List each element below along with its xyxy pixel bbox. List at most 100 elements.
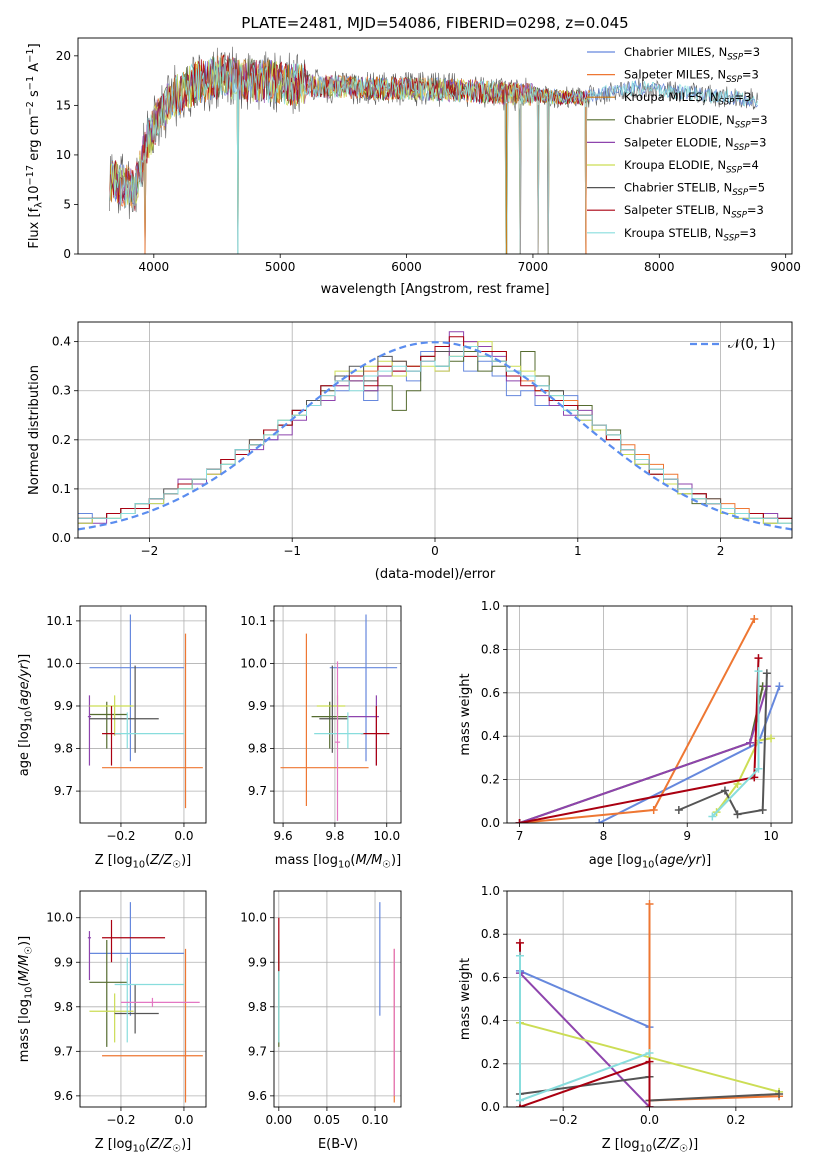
y-tick-label: 10.1 [46,614,73,628]
y-tick-label: 9.7 [248,784,267,798]
y-tick-label: 20 [56,49,71,63]
metallicity-axis-label-part: ☉ [172,1144,181,1155]
weight-marker [775,1090,784,1099]
y-axis-label-part: −1 [25,76,36,90]
metallicity-axis-label-part: )] [181,853,191,868]
y-tick-label: 0 [63,247,71,261]
age-vs-mass-panel: 9.6 9.8 10.0 9.7 9.8 9.9 10.0 10.1 mass [log10(M… [240,605,402,871]
x-tick-label: 9 [683,829,691,843]
legend-label-part: SSP [727,53,744,63]
legend-label: Kroupa ELODIE, NSSP=4 [624,158,759,176]
weight-marker [754,764,763,773]
metallicity-axis-label-part: ( [145,853,150,868]
metallicity-axis-label-part: ☉ [172,860,181,871]
legend-label-part: Chabrier ELODIE, N [624,113,735,127]
y-tick-label: 9.7 [54,1044,73,1058]
y-tick-label: 0.2 [481,1057,500,1071]
weight-marker [762,669,771,678]
weight-marker [645,899,654,908]
legend-label-part: SSP [731,211,748,221]
x-tick-label: 9.8 [325,829,344,843]
axes-frame [273,890,402,1108]
plot-area [87,614,203,809]
age-axis-label-part: age/yr [659,853,702,868]
x-tick-label: 0.0 [640,1113,659,1127]
metallicity-axis-label-part: )] [688,1137,698,1152]
mass-axis-label-part: mass [log [17,999,32,1062]
y-tick-label: 9.9 [54,955,73,969]
mass-vs-ebv-panel: 0.00 0.05 0.10 9.6 9.7 9.8 9.9 10.0 E(B-V) [240,890,402,1152]
x-tick-label: 5000 [265,260,296,274]
y-axis-label-part: s [27,90,42,101]
y-tick-label: 9.8 [54,1000,73,1014]
weight-line [519,658,760,823]
spectrum-line [109,56,758,254]
age-vs-metallicity-panel: −0.2 0.09.79.89.910.010.1Z [log10(Z/Z☉)]a… [17,605,207,871]
axes-frame [506,605,793,824]
metallicity-axis-label-part: Z/Z [656,1137,680,1152]
y-tick-label: 1.0 [481,884,500,898]
y-axis-label-part: A [27,63,42,76]
weight-line [678,673,768,816]
metallicity-axis-label-part: ( [652,1137,657,1152]
mass-axis-label-part: )] [17,936,32,946]
legend-label-part: =3 [743,45,760,59]
plot-area [87,902,203,1103]
metallicity-axis-label-part: ☉ [679,1144,688,1155]
age-axis-label-part: 10 [24,711,35,723]
metallicity-axis-label-part: Z/Z [149,1137,173,1152]
y-tick-label: 15 [56,98,71,112]
y-tick-label: 1.0 [481,599,500,613]
legend-label-part: Kroupa MILES, N [624,90,719,104]
y-tick-label: 9.8 [54,742,73,756]
y-tick-label: 0.0 [481,1100,500,1114]
weight-marker [515,951,524,960]
x-tick-label: 1 [574,544,582,558]
mass-axis-label-part: ☉ [382,860,391,871]
weight-line [648,904,780,1102]
y-tick-label: 0.1 [52,482,71,496]
x-axis-label: (data-model)/error [375,567,496,582]
metallicity-axis-label-part: Z [log [602,1137,640,1152]
plot-area [515,899,784,1107]
mass-axis-label-part: ☉ [24,946,35,955]
mass-axis-label-part: 10 [338,860,350,871]
x-tick-label: 9.6 [274,829,293,843]
y-tick-label: 9.7 [54,784,73,798]
weight-line [519,969,650,1029]
y-tick-label: 9.9 [248,955,267,969]
weight-line [519,686,768,823]
y-axis-label: mass weight [458,673,473,755]
y-tick-label: 0.2 [481,773,500,787]
weight-marker [515,1096,524,1105]
y-tick-label: 9.8 [248,742,267,756]
legend-label: Salpeter ELODIE, NSSP=3 [624,135,766,153]
plot-area [280,614,398,821]
x-tick-label: −1 [283,544,301,558]
x-tick-label: −0.2 [106,1113,135,1127]
plot-area [278,902,395,1103]
metallicity-axis-label-part: Z/Z [149,853,173,868]
legend-label-part: =3 [751,113,768,127]
axes-frame [506,890,793,1108]
weight-line [519,942,651,1107]
y-tick-label: 5 [63,197,71,211]
age-axis-label-part: age [log [589,853,642,868]
legend-label-part: SSP [735,120,752,130]
weight-marker [515,938,524,947]
legend-label-part: Kroupa STELIB, N [624,226,724,240]
x-axis-label: wavelength [Angstrom, rest frame] [321,282,550,297]
legend-label-part: Salpeter STELIB, N [624,203,731,217]
y-tick-label: 9.6 [54,1089,73,1103]
axes-frame [77,321,793,539]
x-tick-label: 0.0 [174,829,193,843]
x-tick-label: −2 [141,544,159,558]
legend-label-part: Kroupa ELODIE, N [624,158,726,172]
age-axis-label-part: age [log [17,723,32,776]
metallicity-axis-label: Z [log10(Z/Z☉)] [602,1137,699,1155]
age-axis-label: age [log10(age/yr)] [17,654,35,777]
weight-marker [750,773,759,782]
weight-marker [649,805,658,814]
weight-line [519,1021,780,1093]
metallicity-axis-label: Z [log10(Z/Z☉)] [95,853,192,871]
